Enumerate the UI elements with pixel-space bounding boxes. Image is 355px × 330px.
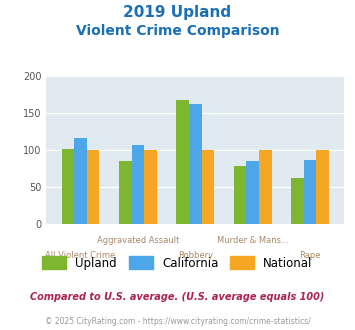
Text: © 2025 CityRating.com - https://www.cityrating.com/crime-statistics/: © 2025 CityRating.com - https://www.city… xyxy=(45,317,310,326)
Text: Robbery: Robbery xyxy=(178,251,213,260)
Bar xyxy=(304,160,316,224)
Text: Rape: Rape xyxy=(299,251,321,260)
Bar xyxy=(87,150,99,224)
Bar xyxy=(202,150,214,224)
Bar xyxy=(119,160,132,224)
Bar xyxy=(291,178,304,224)
Bar xyxy=(234,166,246,224)
Bar xyxy=(74,138,87,224)
Bar xyxy=(246,160,259,224)
Bar xyxy=(144,150,157,224)
Bar xyxy=(316,150,329,224)
Bar xyxy=(259,150,272,224)
Text: Violent Crime Comparison: Violent Crime Comparison xyxy=(76,24,279,38)
Bar xyxy=(62,148,74,224)
Bar xyxy=(176,100,189,224)
Text: All Violent Crime: All Violent Crime xyxy=(45,251,116,260)
Text: Aggravated Assault: Aggravated Assault xyxy=(97,236,179,245)
Bar xyxy=(132,145,144,224)
Bar xyxy=(189,104,202,224)
Text: Murder & Mans...: Murder & Mans... xyxy=(217,236,289,245)
Text: Compared to U.S. average. (U.S. average equals 100): Compared to U.S. average. (U.S. average … xyxy=(30,292,325,302)
Text: 2019 Upland: 2019 Upland xyxy=(124,5,231,20)
Legend: Upland, California, National: Upland, California, National xyxy=(38,252,317,274)
